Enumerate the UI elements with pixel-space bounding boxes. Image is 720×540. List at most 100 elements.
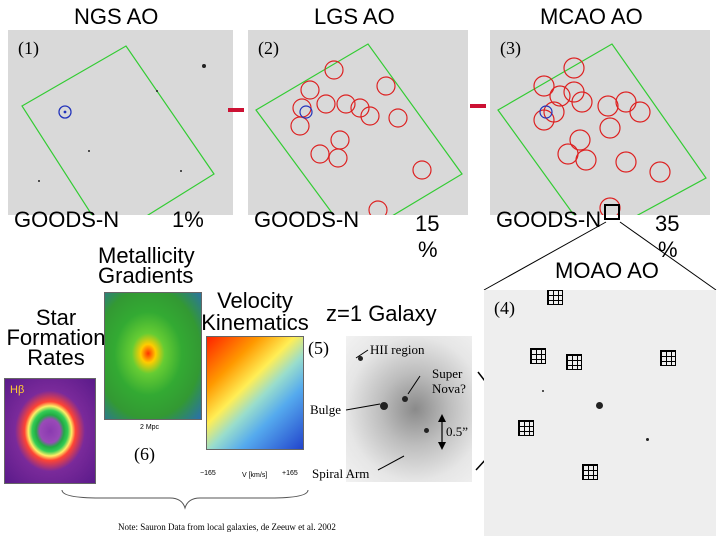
panel-4-number: (4) xyxy=(494,298,515,318)
laser-guide-star xyxy=(310,144,330,164)
panel-5-number: (5) xyxy=(308,338,329,358)
panel-2-number: (2) xyxy=(258,38,279,58)
laser-guide-star xyxy=(376,76,396,96)
laser-guide-star xyxy=(290,116,310,136)
star-forming-knot xyxy=(424,428,429,433)
velocity-label: Velocity Kinematics xyxy=(200,290,310,334)
bulge-core xyxy=(380,402,388,410)
panel-3-sky-coverage-value: 35 xyxy=(655,211,680,236)
brace xyxy=(61,489,309,510)
panel-2-field-label: GOODS-N xyxy=(254,207,360,232)
supernova-line-2: Nova? xyxy=(432,381,466,396)
ifu-pickoff xyxy=(566,354,582,370)
guide-star xyxy=(557,143,579,165)
dash-marker xyxy=(228,108,244,112)
guide-star xyxy=(533,109,555,131)
panel-1-sky-coverage: 1% xyxy=(172,207,204,232)
footnote: Note: Sauron Data from local galaxies, d… xyxy=(118,522,336,532)
ifu-pickoff xyxy=(530,348,546,364)
panel-ngs-field xyxy=(8,30,233,215)
panel-3-number: (3) xyxy=(500,38,521,58)
guide-star xyxy=(615,91,637,113)
panel-lgs-field xyxy=(248,30,468,215)
guide-star xyxy=(597,95,619,117)
star xyxy=(596,402,603,409)
metallicity-map xyxy=(104,292,202,420)
guide-star xyxy=(569,129,591,151)
laser-guide-star xyxy=(388,108,408,128)
hbeta-map xyxy=(4,378,96,484)
guide-star xyxy=(533,75,555,97)
ifu-pickoff xyxy=(660,350,676,366)
dash-marker xyxy=(470,104,486,108)
metallicity-label: Metallicity Gradients xyxy=(98,243,195,288)
mcao-tip-tilt-star xyxy=(539,105,553,119)
velocity-line-2: Kinematics xyxy=(201,310,309,335)
header-lgs-ao: LGS AO xyxy=(314,4,395,29)
velocity-axis-min: −165 xyxy=(200,470,216,477)
velocity-line-1: Velocity xyxy=(217,288,293,313)
hbeta-label: Hβ xyxy=(10,384,25,396)
metallicity-line-1: Metallicity xyxy=(98,243,195,268)
guide-star xyxy=(575,149,597,171)
ifu-pickoff xyxy=(582,464,598,480)
metallicity-line-2: Gradients xyxy=(98,263,194,288)
lgs-field-of-view xyxy=(255,43,463,215)
laser-guide-star xyxy=(330,130,350,150)
star xyxy=(38,180,40,182)
star xyxy=(202,64,206,68)
sfr-line-2: Formation xyxy=(6,325,106,350)
sfr-line-1: Star xyxy=(35,305,77,330)
guide-star xyxy=(599,197,621,215)
ifu-pickoff xyxy=(518,420,534,436)
ngs-guide-star xyxy=(63,110,67,114)
laser-guide-star xyxy=(350,98,370,118)
header-mcao-ao: MCAO AO xyxy=(540,4,643,29)
ngs-guide-star-circle xyxy=(58,105,72,119)
velocity-axis-label: V [km/s] xyxy=(242,472,268,479)
star xyxy=(88,150,90,152)
guide-star xyxy=(649,161,671,183)
panel-4-title: MOAO AO xyxy=(555,258,659,283)
ngs-field-of-view xyxy=(21,45,215,215)
panel-3-field-label: GOODS-N xyxy=(496,207,602,232)
mpc-scale: 2 Mpc xyxy=(140,424,160,431)
guide-star xyxy=(563,57,585,79)
star xyxy=(646,438,649,441)
supernova-label: Super Nova? xyxy=(432,366,466,396)
laser-guide-star xyxy=(336,94,356,114)
laser-guide-star xyxy=(300,80,320,100)
panel-3-sky-coverage-unit: % xyxy=(658,237,678,262)
hii-region-knot xyxy=(358,356,363,361)
header-ngs-ao: NGS AO xyxy=(74,4,159,29)
panel-5-heading: z=1 Galaxy xyxy=(326,301,437,326)
panel-2-sky-coverage-unit: % xyxy=(418,237,438,262)
supernova-candidate xyxy=(402,396,408,402)
hii-region-label: HII region xyxy=(370,342,425,357)
velocity-axis-max: +165 xyxy=(282,470,298,477)
star xyxy=(156,90,158,92)
guide-star xyxy=(599,117,621,139)
panel-2-sky-coverage-value: 15 xyxy=(415,211,440,236)
ifu-pickoff xyxy=(547,290,563,305)
lgs-tip-tilt-star xyxy=(299,105,313,119)
star xyxy=(180,170,182,172)
mcao-field-of-view xyxy=(497,43,707,215)
sfr-line-3: Rates xyxy=(27,345,85,370)
guide-star xyxy=(571,91,593,113)
scale-label: 0.5” xyxy=(446,424,469,439)
guide-star xyxy=(615,151,637,173)
panel-6-number: (6) xyxy=(134,444,155,464)
laser-guide-star xyxy=(368,200,388,215)
laser-guide-star xyxy=(316,94,336,114)
laser-guide-star xyxy=(412,160,432,180)
mcao-field-overlay xyxy=(497,43,707,215)
panel-mcao-field xyxy=(490,30,710,215)
velocity-map xyxy=(206,336,304,450)
star-formation-label: Star Formation Rates xyxy=(0,305,112,370)
lgs-field-overlay xyxy=(255,43,463,215)
panel-1-number: (1) xyxy=(18,38,39,58)
guide-star xyxy=(629,101,651,123)
star xyxy=(542,390,544,392)
spiral-arm-label: Spiral Arm xyxy=(312,466,370,481)
